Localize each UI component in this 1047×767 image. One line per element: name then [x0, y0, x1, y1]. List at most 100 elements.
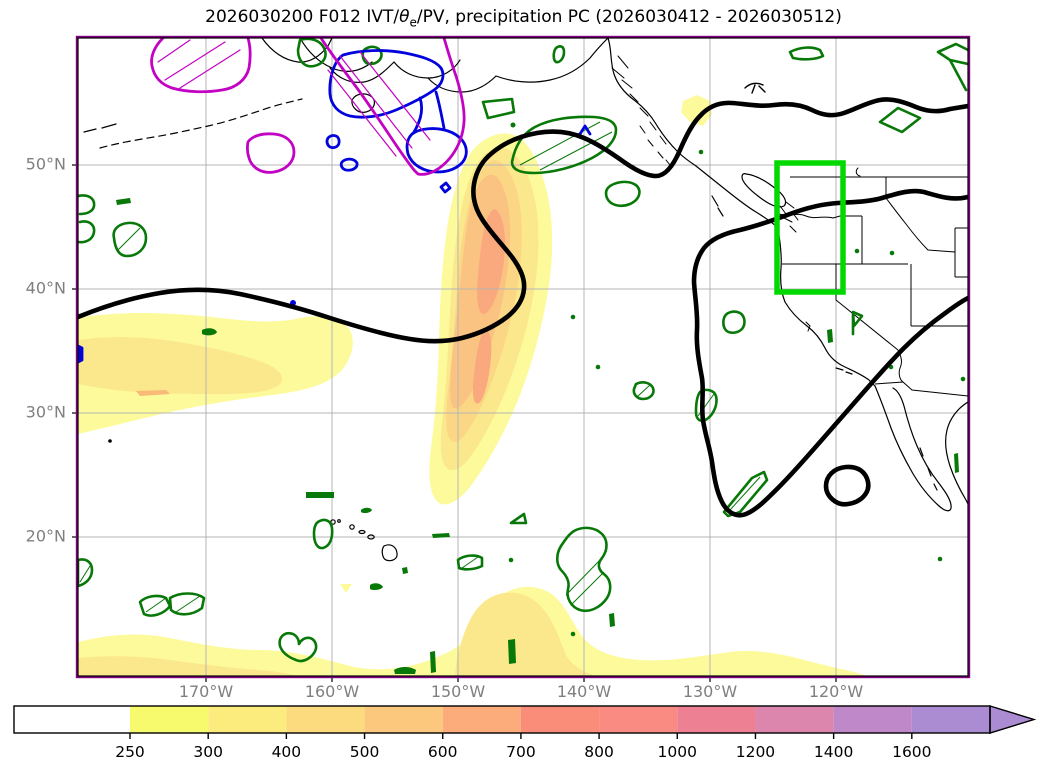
id-mt-border	[885, 177, 956, 253]
ca-nv-border	[835, 264, 899, 351]
colorbar-tick-label: 1000	[658, 743, 697, 761]
blue-small-loop-2	[339, 157, 359, 172]
colorbar-segment	[442, 706, 521, 733]
aleutian-islands-coast	[99, 98, 303, 149]
lat-tick-label: 40°N	[25, 278, 66, 298]
green-dot-3	[595, 364, 601, 370]
colorbar-outline	[13, 705, 991, 734]
green-quads-bottomleft	[138, 592, 206, 617]
puget-sound	[779, 201, 799, 233]
ivt-south-300-left	[78, 656, 298, 676]
bc-coast	[695, 165, 779, 229]
green-dot-6	[698, 149, 704, 155]
molokai	[358, 529, 366, 535]
colorbar-segment	[677, 706, 756, 733]
green-filled-dashes	[116, 122, 966, 674]
green-dash-5	[402, 567, 408, 574]
colorbar-tick-label: 600	[428, 743, 458, 761]
blue-loop-lower	[405, 127, 468, 174]
green-parallelogram-e	[722, 470, 769, 518]
lat-tick-label: 50°N	[25, 154, 66, 174]
blue-small-loop-1	[325, 134, 341, 149]
green-corner-shape	[936, 42, 968, 92]
green-diamond-ne	[878, 106, 922, 134]
ivt-panhandle-spot	[681, 95, 712, 126]
green-dot-2	[570, 314, 576, 320]
green-dot-11	[937, 556, 943, 562]
green-blob-143w	[604, 180, 641, 208]
colorbar-tick-label: 250	[115, 743, 145, 761]
green-flag-s	[456, 554, 484, 571]
colorbar-segment	[755, 706, 834, 733]
magenta-blob	[245, 132, 296, 174]
green-left-edge-s	[78, 558, 94, 588]
green-dash-6	[370, 583, 383, 591]
blue-connectors	[412, 90, 446, 134]
magenta-contours	[150, 38, 466, 176]
target-region-box	[774, 160, 846, 295]
ivt-west-400	[136, 390, 170, 396]
socal-islands	[835, 367, 853, 375]
haida-gwaii	[711, 195, 724, 217]
green-top-blob-1	[296, 38, 327, 68]
green-dot-4	[508, 557, 514, 563]
big-island	[381, 544, 398, 562]
green-dot-5	[570, 631, 576, 637]
nv-ut-border	[910, 264, 968, 327]
plot-frame	[75, 35, 971, 679]
green-hatch-flag-s	[461, 556, 479, 569]
sf-bay	[805, 321, 811, 332]
colorbar-tick-label: 500	[350, 743, 380, 761]
green-hatch-leftedge	[79, 565, 91, 583]
green-dash-baja	[954, 453, 959, 473]
green-hatch-big-s	[565, 559, 605, 605]
green-quad-gulf	[481, 97, 516, 120]
wyoming-border	[954, 227, 968, 278]
blue-diamond	[439, 181, 452, 194]
magenta-region-left	[150, 38, 252, 94]
green-dot-1	[510, 122, 516, 128]
ivt-plume-600-upper	[477, 209, 505, 314]
green-bar-s	[508, 639, 516, 664]
blue-loop-main	[328, 49, 445, 119]
black-contour-long	[78, 97, 968, 344]
colorbar-tick-label: 300	[193, 743, 223, 761]
colorbar-segment	[520, 706, 600, 733]
lon-tick-label: 170°W	[178, 682, 234, 701]
lon-tick-label: 120°W	[808, 682, 864, 701]
green-contours	[78, 38, 968, 663]
islands	[108, 439, 398, 562]
panhandle-fjords	[611, 55, 671, 166]
green-dash-3	[361, 507, 372, 514]
us-west-coast	[777, 227, 876, 387]
colorbar-extend-arrow	[989, 705, 1037, 734]
green-square-ne-pacific	[722, 310, 746, 335]
green-loop-hawaii	[312, 518, 334, 550]
colorbar-tick-label: 1200	[736, 743, 775, 761]
colorbar-tick-label: 400	[272, 743, 302, 761]
coastlines	[83, 38, 968, 512]
colorbar-segment	[14, 706, 130, 733]
lon-tick-label: 150°W	[430, 682, 486, 701]
ivt-south-300-center	[455, 592, 596, 676]
green-triangle-s	[509, 512, 528, 525]
green-hatch-pentagon	[117, 227, 141, 251]
lon-tick-label: 140°W	[556, 682, 612, 701]
green-hatch-blob32n	[636, 384, 651, 398]
green-dot-7	[854, 248, 860, 254]
colorbar-tick-label: 1400	[814, 743, 853, 761]
green-west-edge-3shape	[78, 194, 96, 244]
lon-tick-label: 160°W	[304, 682, 360, 701]
green-hatch-parallelogram	[729, 476, 761, 511]
green-flag-ca	[851, 310, 864, 336]
green-hatch-lines	[79, 121, 761, 613]
green-dash-7	[394, 667, 416, 674]
colorbar-segment	[364, 706, 443, 733]
blue-left-edge-segment	[78, 344, 84, 364]
magenta-hatch-left	[157, 39, 241, 89]
oahu	[349, 524, 355, 530]
green-dot-10	[960, 376, 966, 382]
green-dot-8	[889, 250, 895, 256]
